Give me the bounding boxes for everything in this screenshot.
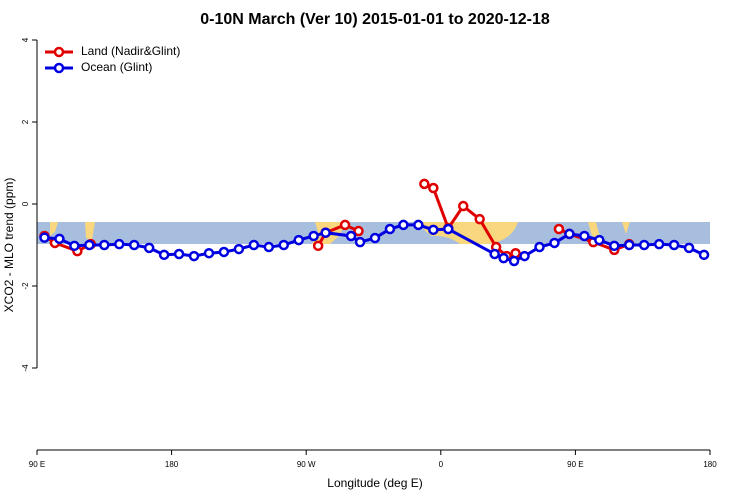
data-point <box>158 249 170 261</box>
data-point <box>489 248 500 260</box>
legend-label: Ocean (Glint) <box>81 60 152 74</box>
data-point <box>428 182 439 194</box>
data-point <box>549 237 560 249</box>
data-point <box>39 232 50 243</box>
data-point <box>320 227 331 238</box>
data-point <box>579 230 590 242</box>
data-point <box>353 225 364 237</box>
x-tick-label: 180 <box>165 460 179 469</box>
x-tick-label: 0 <box>439 460 444 469</box>
data-point <box>84 239 95 251</box>
y-axis-label: XCO2 - MLO trend (ppm) <box>2 178 16 313</box>
data-point <box>354 236 366 248</box>
data-point <box>653 238 665 250</box>
x-tick-label: 90 E <box>29 460 45 469</box>
y-tick-label: -4 <box>21 364 30 372</box>
data-point <box>443 223 454 235</box>
data-point <box>594 234 605 246</box>
data-point <box>293 234 304 246</box>
series-line <box>43 182 630 258</box>
data-point <box>428 224 439 236</box>
data-point <box>398 219 409 231</box>
data-point <box>203 247 215 259</box>
data-point <box>698 249 710 261</box>
legend-marker <box>53 62 65 74</box>
y-tick-label: 4 <box>21 37 30 42</box>
x-axis-label: Longitude (deg E) <box>327 476 422 490</box>
data-point <box>457 200 469 212</box>
x-tick-label: 90 E <box>567 460 583 469</box>
data-point <box>278 239 290 251</box>
data-point <box>188 250 200 262</box>
data-point <box>99 239 110 251</box>
x-tick-label: 90 W <box>297 460 316 469</box>
data-point <box>218 246 230 258</box>
legend-label: Land (Nadir&Glint) <box>81 44 180 58</box>
y-tick-label: 0 <box>21 201 30 206</box>
data-point <box>143 242 155 254</box>
data-point <box>339 219 351 231</box>
data-point <box>345 230 357 242</box>
data-point <box>413 219 424 231</box>
data-point <box>263 241 275 253</box>
data-point <box>308 230 319 242</box>
data-point <box>128 239 140 251</box>
land-patch <box>588 222 630 238</box>
y-tick-label: 2 <box>21 119 30 124</box>
data-point <box>623 239 635 251</box>
legend-marker <box>53 46 65 58</box>
data-point <box>474 213 485 225</box>
data-point <box>54 233 65 245</box>
data-point <box>233 243 245 255</box>
data-point <box>114 238 125 250</box>
data-point <box>173 248 185 260</box>
data-point <box>312 240 324 252</box>
data-point <box>248 239 260 251</box>
data-point <box>683 242 695 254</box>
chart-title: 0-10N March (Ver 10) 2015-01-01 to 2020-… <box>200 11 550 28</box>
data-point <box>638 239 650 251</box>
data-point <box>609 240 620 252</box>
data-point <box>553 223 565 235</box>
data-point <box>369 232 381 244</box>
data-point <box>384 223 396 235</box>
data-point <box>534 241 545 253</box>
data-point <box>564 228 575 240</box>
data-point <box>498 252 509 264</box>
y-tick-label: -2 <box>21 282 30 290</box>
land-patch <box>50 222 95 240</box>
data-point <box>419 178 430 190</box>
data-point <box>668 239 680 251</box>
data-point <box>69 240 80 252</box>
x-tick-label: 180 <box>703 460 717 469</box>
data-point <box>519 250 530 262</box>
data-point <box>508 255 520 267</box>
